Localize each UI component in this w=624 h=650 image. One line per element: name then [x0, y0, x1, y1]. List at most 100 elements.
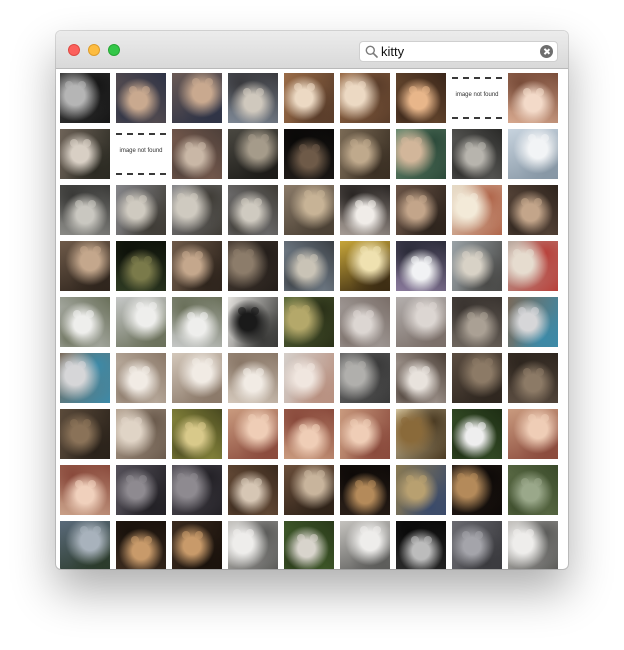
search-field[interactable]	[359, 41, 558, 62]
image-thumbnail[interactable]	[508, 73, 558, 123]
image-thumbnail[interactable]	[452, 241, 502, 291]
image-thumbnail[interactable]	[396, 241, 446, 291]
image-thumbnail[interactable]	[508, 241, 558, 291]
image-thumbnail[interactable]: image not found	[116, 129, 166, 179]
clear-icon[interactable]	[540, 45, 553, 58]
image-thumbnail[interactable]: image not found	[452, 73, 502, 123]
image-thumbnail[interactable]	[340, 129, 390, 179]
image-thumbnail[interactable]	[396, 73, 446, 123]
image-thumbnail[interactable]	[508, 185, 558, 235]
image-thumbnail[interactable]	[452, 185, 502, 235]
photo-detail	[83, 139, 91, 147]
image-thumbnail[interactable]	[228, 465, 278, 515]
image-thumbnail[interactable]	[228, 297, 278, 347]
photo-detail	[531, 307, 539, 315]
image-thumbnail[interactable]	[116, 297, 166, 347]
image-thumbnail[interactable]	[452, 465, 502, 515]
photo-detail	[294, 83, 302, 91]
photo-detail	[93, 526, 101, 534]
image-thumbnail[interactable]	[452, 409, 502, 459]
image-thumbnail[interactable]	[60, 73, 110, 123]
photo-detail	[134, 416, 142, 425]
image-thumbnail[interactable]	[452, 129, 502, 179]
photo-detail	[205, 358, 213, 366]
image-thumbnail[interactable]	[508, 465, 558, 515]
image-thumbnail[interactable]	[284, 353, 334, 403]
image-thumbnail[interactable]	[228, 129, 278, 179]
image-thumbnail[interactable]	[116, 521, 166, 569]
image-thumbnail[interactable]	[172, 297, 222, 347]
image-thumbnail[interactable]	[116, 73, 166, 123]
image-thumbnail[interactable]	[452, 353, 502, 403]
photo-detail	[464, 141, 473, 150]
minimize-button[interactable]	[88, 44, 100, 56]
image-thumbnail[interactable]	[340, 465, 390, 515]
image-thumbnail[interactable]	[116, 185, 166, 235]
photo-detail	[139, 195, 147, 203]
image-thumbnail[interactable]	[60, 185, 110, 235]
image-thumbnail[interactable]	[116, 353, 166, 403]
image-thumbnail[interactable]	[172, 241, 222, 291]
close-button[interactable]	[68, 44, 80, 56]
image-thumbnail[interactable]	[340, 353, 390, 403]
image-thumbnail[interactable]	[228, 185, 278, 235]
image-thumbnail[interactable]	[396, 409, 446, 459]
image-thumbnail[interactable]	[116, 409, 166, 459]
photo-detail	[360, 526, 368, 534]
image-thumbnail[interactable]	[60, 465, 110, 515]
image-thumbnail[interactable]	[284, 465, 334, 515]
titlebar[interactable]	[56, 31, 568, 69]
image-thumbnail[interactable]	[60, 129, 110, 179]
image-thumbnail[interactable]	[284, 185, 334, 235]
image-thumbnail[interactable]	[284, 129, 334, 179]
image-thumbnail[interactable]	[284, 241, 334, 291]
image-thumbnail[interactable]	[60, 521, 110, 569]
image-thumbnail[interactable]	[172, 465, 222, 515]
image-thumbnail[interactable]	[340, 241, 390, 291]
image-thumbnail[interactable]	[340, 185, 390, 235]
image-thumbnail[interactable]	[284, 297, 334, 347]
image-thumbnail[interactable]	[452, 297, 502, 347]
image-thumbnail[interactable]	[116, 465, 166, 515]
image-thumbnail[interactable]	[340, 297, 390, 347]
photo-detail	[72, 309, 81, 318]
image-thumbnail[interactable]	[172, 73, 222, 123]
image-thumbnail[interactable]	[340, 409, 390, 459]
image-thumbnail[interactable]	[284, 521, 334, 569]
image-thumbnail[interactable]	[60, 409, 110, 459]
image-thumbnail[interactable]	[116, 241, 166, 291]
image-thumbnail[interactable]	[228, 353, 278, 403]
image-thumbnail[interactable]	[284, 73, 334, 123]
image-thumbnail[interactable]	[508, 409, 558, 459]
image-thumbnail[interactable]	[284, 409, 334, 459]
image-thumbnail[interactable]	[60, 297, 110, 347]
image-thumbnail[interactable]	[172, 521, 222, 569]
image-thumbnail[interactable]	[396, 353, 446, 403]
image-thumbnail[interactable]	[60, 241, 110, 291]
image-thumbnail[interactable]	[172, 409, 222, 459]
maximize-button[interactable]	[108, 44, 120, 56]
image-thumbnail[interactable]	[228, 409, 278, 459]
image-thumbnail[interactable]	[396, 129, 446, 179]
image-thumbnail[interactable]	[228, 521, 278, 569]
search-input[interactable]	[381, 43, 531, 60]
image-thumbnail[interactable]	[508, 129, 558, 179]
image-thumbnail[interactable]	[228, 241, 278, 291]
image-thumbnail[interactable]	[172, 185, 222, 235]
image-thumbnail[interactable]	[340, 73, 390, 123]
image-thumbnail[interactable]	[508, 521, 558, 569]
image-thumbnail[interactable]	[508, 297, 558, 347]
image-thumbnail[interactable]	[396, 465, 446, 515]
image-thumbnail[interactable]	[172, 129, 222, 179]
photo-detail	[312, 424, 320, 432]
image-thumbnail[interactable]	[396, 297, 446, 347]
image-thumbnail[interactable]	[396, 185, 446, 235]
image-thumbnail[interactable]	[340, 521, 390, 569]
image-thumbnail[interactable]	[172, 353, 222, 403]
image-thumbnail[interactable]	[508, 353, 558, 403]
image-thumbnail[interactable]	[60, 353, 110, 403]
image-thumbnail[interactable]	[396, 521, 446, 569]
image-thumbnail[interactable]	[228, 73, 278, 123]
photo-detail	[187, 312, 195, 320]
image-thumbnail[interactable]	[452, 521, 502, 569]
